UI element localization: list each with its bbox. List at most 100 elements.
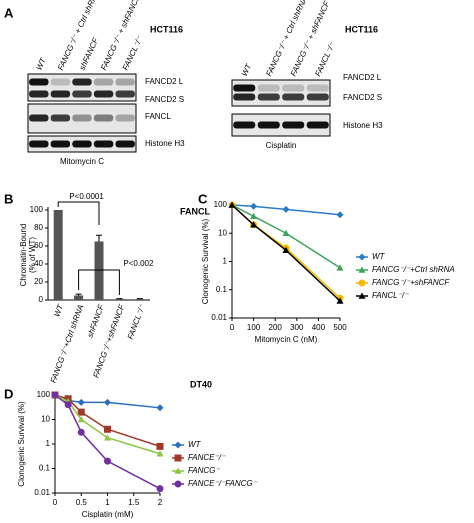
x-tick-label: 500 — [333, 323, 347, 332]
chart-title: FANCL — [180, 206, 210, 216]
lane-label: WT — [240, 62, 254, 78]
bar — [74, 295, 84, 300]
band — [72, 114, 92, 122]
legend-marker — [358, 279, 366, 287]
marker — [77, 398, 85, 406]
legend-marker — [174, 467, 182, 474]
legend-label: FANCE⁻/⁻ — [188, 453, 226, 462]
marker — [250, 202, 258, 210]
y-tick-label: 0.1 — [39, 464, 51, 473]
legend-label: FANCE⁻/⁻FANCG⁻ — [188, 479, 258, 488]
bracket — [57, 201, 100, 225]
band — [115, 78, 135, 86]
band-label: FANCD2 L — [145, 77, 184, 86]
band-label: FANCL — [145, 112, 171, 121]
marker — [104, 434, 111, 441]
band-label: Histone H3 — [145, 139, 185, 148]
legend-label: WT — [372, 252, 386, 261]
y-tick-label: 40 — [34, 259, 43, 268]
band — [29, 78, 49, 86]
band — [72, 78, 92, 86]
marker — [282, 229, 290, 237]
error-bar — [75, 293, 82, 296]
band — [306, 84, 329, 92]
x-tick-label: 100 — [247, 323, 261, 332]
marker — [156, 404, 164, 412]
lane-label: WT — [34, 56, 48, 72]
band — [257, 93, 280, 101]
x-tick-label: 2 — [158, 498, 163, 507]
marker — [156, 450, 164, 457]
legend-label: WT — [188, 440, 202, 449]
legend-marker — [174, 441, 182, 449]
x-tick-label: 400 — [312, 323, 326, 332]
panel-label: A — [4, 5, 14, 20]
marker — [64, 401, 72, 409]
blot-frame — [231, 79, 331, 107]
band-label: FANCD2 L — [343, 73, 382, 82]
band — [257, 121, 280, 129]
band-label: Histone H3 — [343, 121, 383, 130]
x-tick-label: 200 — [269, 323, 283, 332]
band — [93, 78, 114, 86]
panel-label: D — [4, 386, 13, 401]
band — [306, 121, 329, 129]
annotation: P<0.0001 — [69, 192, 104, 201]
series-line — [231, 204, 341, 269]
band — [72, 140, 92, 148]
marker — [77, 408, 85, 416]
cell-line: HCT116 — [150, 24, 183, 34]
y-tick-label: 0.1 — [216, 285, 228, 294]
band — [29, 114, 49, 122]
marker — [336, 211, 344, 219]
lane-label: shFANCF — [78, 36, 101, 72]
marker — [156, 442, 164, 450]
band — [50, 114, 71, 122]
lane-label: FANCG⁻/⁻ + Ctrl shRNA — [56, 0, 101, 72]
y-axis-label: Chromatin-Bound — [19, 224, 28, 287]
band — [282, 93, 305, 101]
y-tick-label: 60 — [34, 241, 43, 250]
lane-label: FANCL⁻/⁻ — [313, 40, 337, 77]
lane-label: FANCG⁻/⁻ + Ctrl shRNA — [264, 0, 309, 78]
band-label: FANCD2 S — [145, 95, 184, 104]
marker — [282, 246, 290, 254]
band — [306, 93, 329, 101]
band — [72, 90, 92, 98]
error-bar — [96, 234, 102, 242]
y-tick-label: 20 — [34, 277, 43, 286]
legend-label: FANCG⁻ — [188, 466, 220, 475]
marker — [51, 391, 59, 399]
band — [282, 121, 305, 129]
marker — [250, 212, 258, 220]
bar — [94, 241, 104, 300]
legend-marker — [358, 292, 366, 299]
series-line — [231, 204, 341, 216]
marker — [250, 221, 258, 228]
y-tick-label: 10 — [218, 228, 227, 237]
legend-label: FANCL⁻/⁻ — [372, 291, 409, 300]
y-axis-label: (% of WT) — [28, 237, 37, 273]
band — [233, 93, 256, 101]
marker — [104, 425, 111, 433]
marker — [77, 428, 85, 436]
marker — [228, 201, 236, 208]
band — [282, 84, 305, 92]
blot-frame — [231, 113, 331, 137]
band — [115, 114, 135, 122]
x-tick-label: 0 — [230, 323, 235, 332]
y-tick-label: 100 — [214, 200, 228, 209]
bar — [53, 210, 63, 300]
marker — [77, 416, 85, 423]
x-axis-label: Mitomycin C (nM) — [255, 335, 318, 344]
chart-title: DT40 — [190, 379, 212, 389]
x-axis-label: Cisplatin (mM) — [82, 510, 134, 519]
annotation: P<0.002 — [123, 259, 154, 268]
marker — [336, 297, 344, 304]
panel-label: C — [198, 191, 208, 206]
axis — [54, 392, 160, 494]
y-tick-label: 0 — [39, 295, 44, 304]
band — [233, 84, 256, 92]
band — [115, 140, 135, 148]
band-label: FANCD2 S — [343, 93, 382, 102]
